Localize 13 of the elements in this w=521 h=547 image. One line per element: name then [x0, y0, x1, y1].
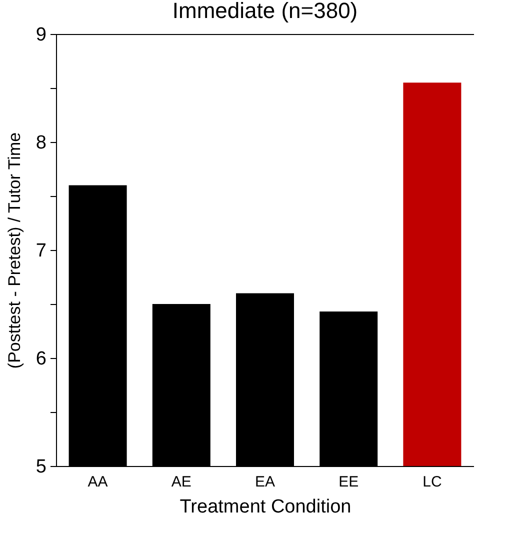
x-tick-label: LC	[422, 474, 442, 490]
y-tick-label: 9	[36, 24, 46, 46]
x-tick-label: EA	[254, 474, 276, 490]
y-axis-title: (Posttest - Pretest) / Tutor Time	[4, 132, 24, 369]
x-tick-label: AE	[171, 474, 192, 490]
chart-title: Immediate (n=380)	[172, 0, 358, 23]
y-tick-label: 8	[36, 132, 46, 154]
x-axis-title: Treatment Condition	[180, 496, 352, 518]
x-tick-label: EE	[338, 474, 359, 490]
y-tick-label: 5	[36, 456, 46, 478]
y-tick-label: 6	[36, 348, 46, 370]
y-tick-label: 7	[36, 240, 46, 262]
x-tick-label: AA	[88, 474, 108, 490]
